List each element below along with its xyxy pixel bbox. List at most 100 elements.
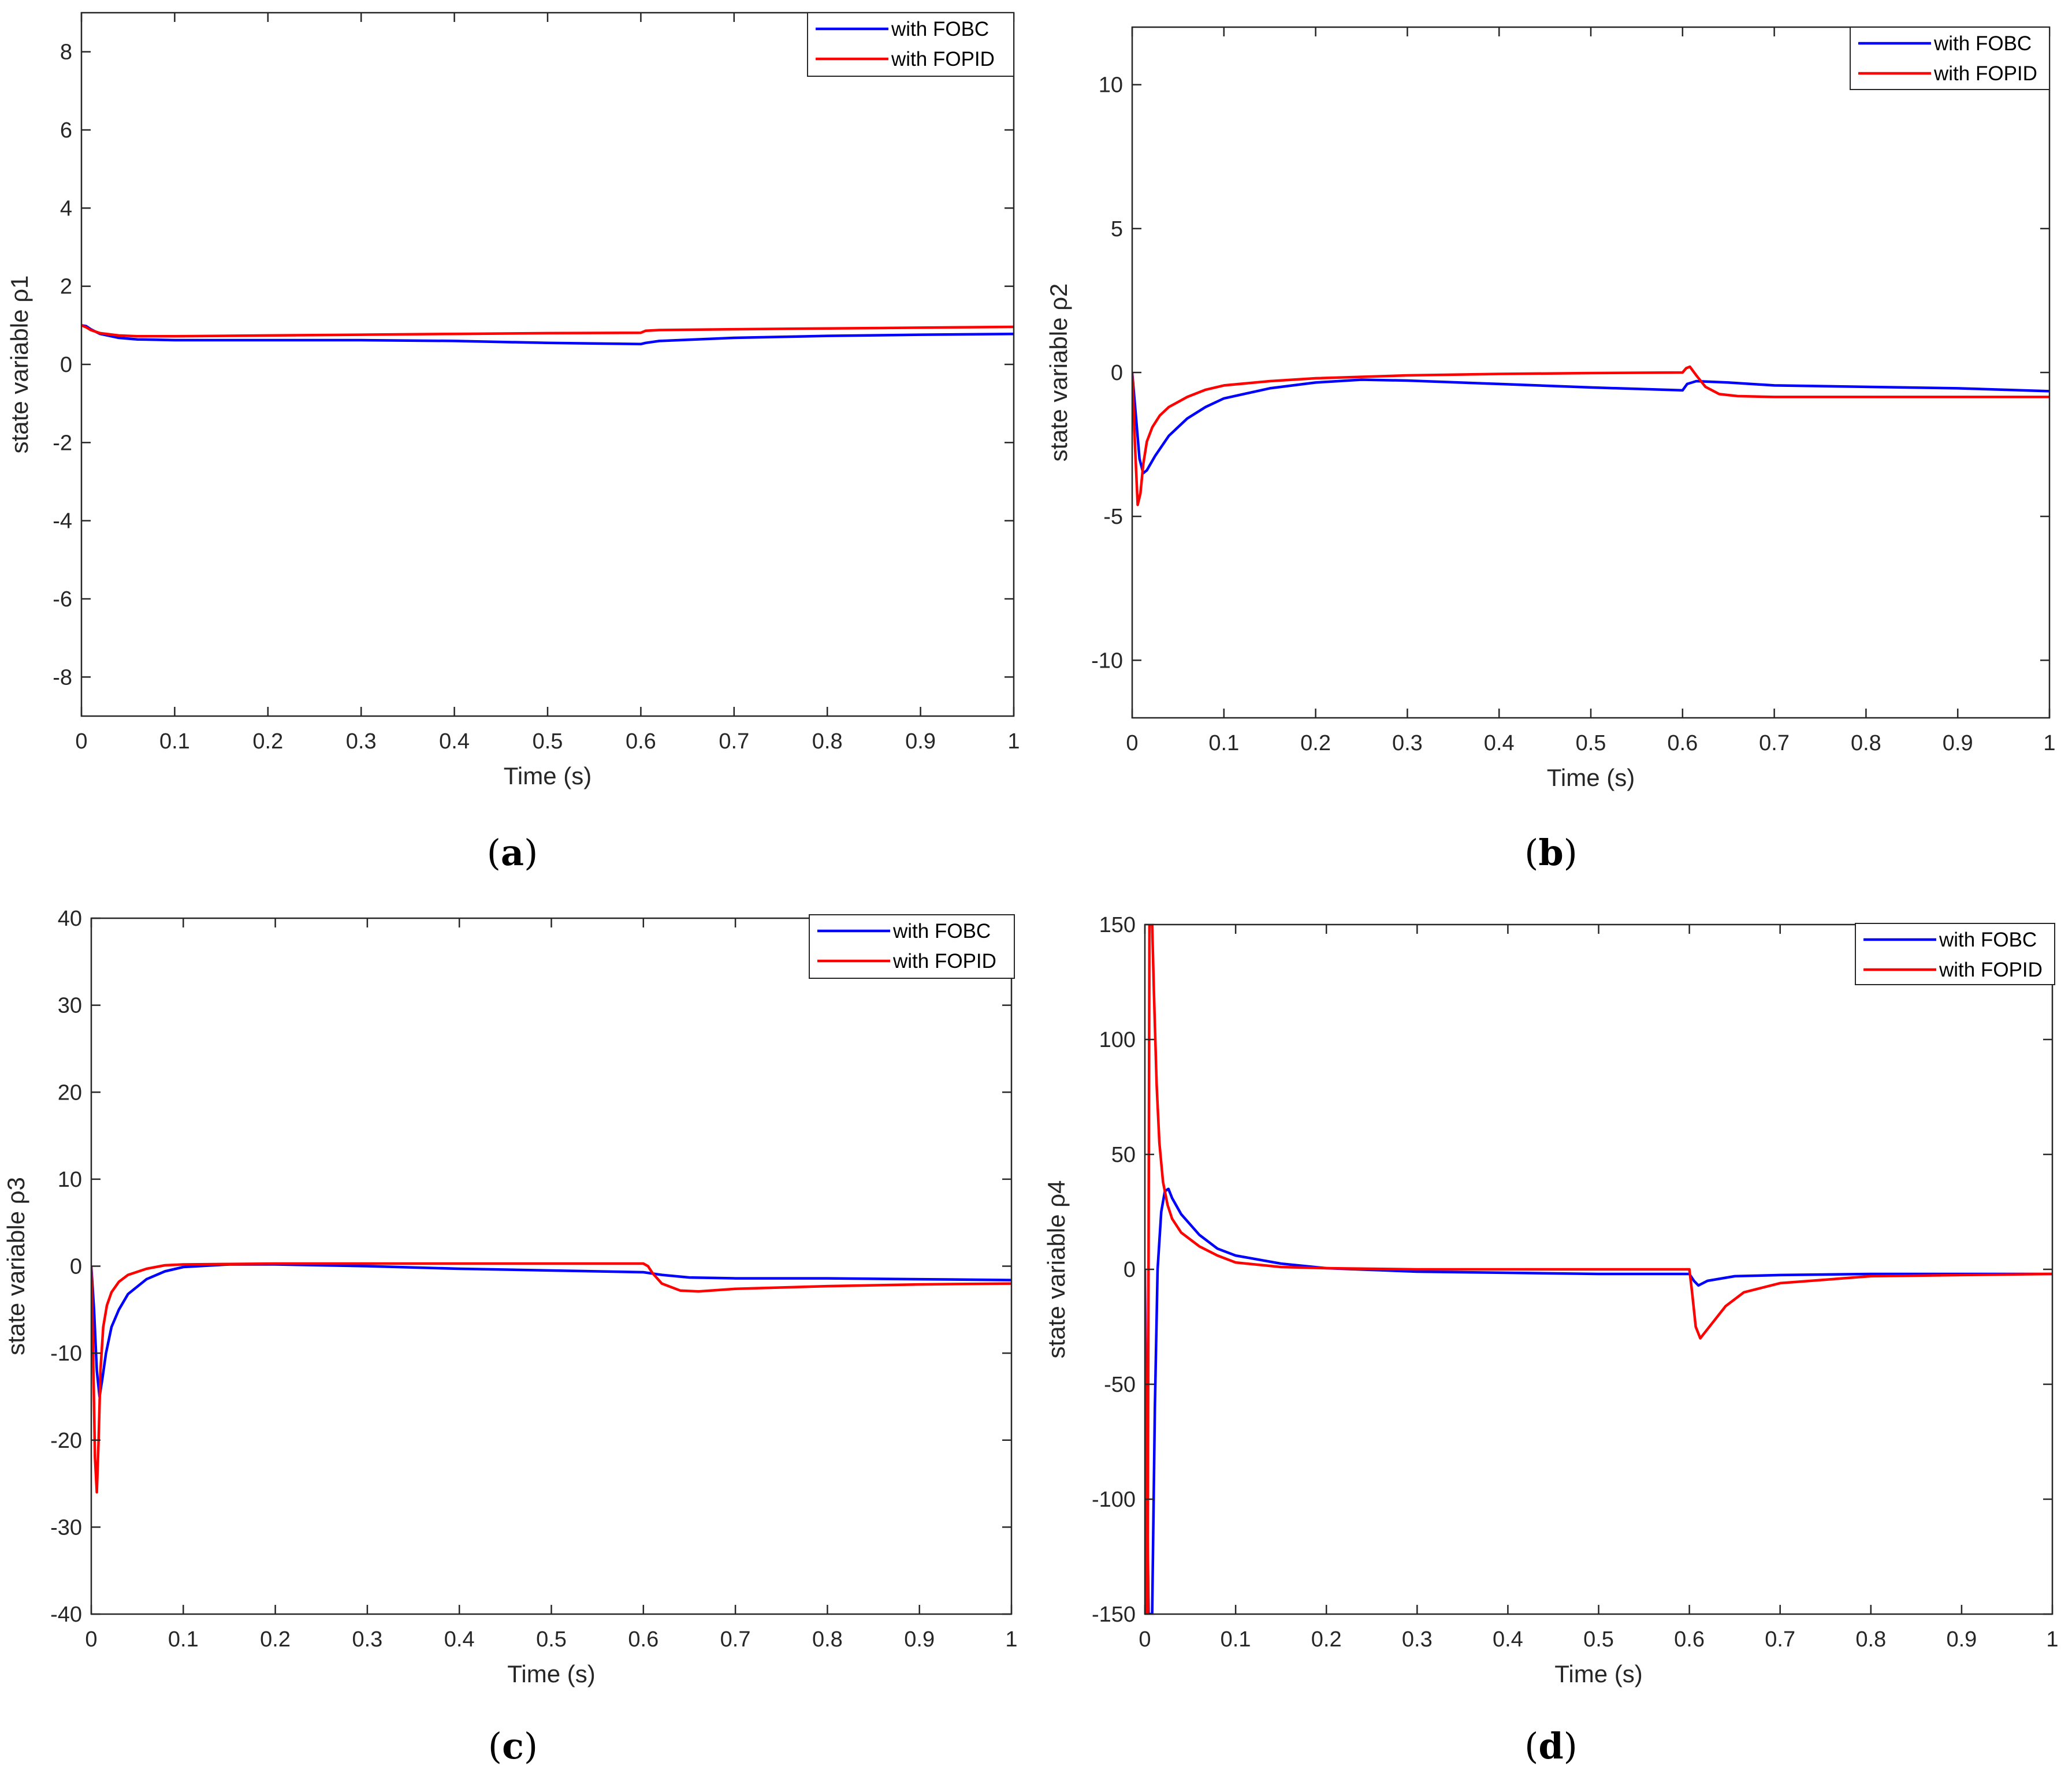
panel-caption: (a) xyxy=(487,832,538,874)
caption-letter: d xyxy=(1538,1725,1563,1767)
x-tick-label: 0 xyxy=(1139,1627,1151,1652)
y-tick-label: -40 xyxy=(50,1603,82,1627)
x-tick-label: 0.9 xyxy=(1943,731,1973,755)
legend-box xyxy=(1850,27,2050,90)
legend-label-fobc: with FOBC xyxy=(1939,929,2037,951)
x-tick-label: 0.3 xyxy=(346,729,377,754)
legend: with FOBC with FOPID xyxy=(809,914,1015,979)
panel-caption: (b) xyxy=(1524,832,1578,874)
y-tick-label: 2 xyxy=(60,275,72,299)
y-axis-title: state variable ρ1 xyxy=(6,275,33,454)
x-tick-label: 0.2 xyxy=(1300,731,1331,755)
x-tick-label: 0.5 xyxy=(533,729,563,754)
panel-caption: (d) xyxy=(1524,1725,1578,1767)
y-tick-label: 10 xyxy=(58,1168,82,1192)
legend-label-fobc: with FOBC xyxy=(891,18,989,40)
x-tick-label: 0.7 xyxy=(720,1627,751,1652)
y-axis-title: state variable ρ3 xyxy=(2,1177,29,1355)
x-tick-label: 1 xyxy=(2043,731,2055,755)
x-tick-label: 0.1 xyxy=(159,729,190,754)
x-tick-label: 0.9 xyxy=(904,1627,935,1652)
x-tick-label: 0.8 xyxy=(1855,1627,1886,1652)
caption-letter: a xyxy=(501,832,524,874)
y-tick-label: 30 xyxy=(58,994,82,1018)
x-tick-label: 0.4 xyxy=(1484,731,1515,755)
x-axis-title: Time (s) xyxy=(1554,1660,1642,1687)
plot-area xyxy=(81,13,1014,716)
x-tick-label: 1 xyxy=(1005,1627,1017,1652)
legend-label-fopid: with FOPID xyxy=(1939,959,2043,981)
y-tick-label: 50 xyxy=(1111,1143,1136,1167)
y-tick-label: -150 xyxy=(1092,1603,1136,1627)
y-tick-label: 100 xyxy=(1099,1028,1136,1052)
y-tick-label: 0 xyxy=(60,353,72,377)
x-tick-label: 0.4 xyxy=(439,729,470,754)
caption-letter: c xyxy=(502,1725,524,1767)
legend-label-fopid: with FOPID xyxy=(891,48,995,70)
panel-caption: (c) xyxy=(488,1725,538,1767)
x-tick-label: 0.3 xyxy=(1402,1627,1433,1652)
caption-close: ) xyxy=(524,1725,538,1767)
y-axis-title: state variable ρ2 xyxy=(1045,284,1072,462)
y-tick-label: 4 xyxy=(60,196,72,221)
y-tick-label: -2 xyxy=(53,431,72,455)
x-tick-label: 0.2 xyxy=(1311,1627,1342,1652)
y-tick-label: -8 xyxy=(53,665,72,690)
x-tick-label: 0 xyxy=(75,729,87,754)
series-line-fopid xyxy=(1132,365,2049,506)
chart-panel-c: 0 0.1 0.2 0.3 0.4 0.5 0.6 0.7 0.8 0.9 1 -40 -30 -20 -1… xyxy=(2,907,1018,1767)
x-tick-label: 0.1 xyxy=(1221,1627,1251,1652)
x-axis-title: Time (s) xyxy=(507,1660,595,1687)
series-line-fobc xyxy=(1132,372,2049,475)
legend-label-fobc: with FOBC xyxy=(892,920,991,942)
y-tick-label: -100 xyxy=(1092,1488,1136,1512)
legend-box xyxy=(1855,923,2055,985)
legend: with FOBC with FOPID xyxy=(1850,27,2050,90)
y-axis-title: state variable ρ4 xyxy=(1043,1180,1070,1359)
y-tick-label: -10 xyxy=(1091,649,1123,673)
x-tick-label: 0.4 xyxy=(444,1627,475,1652)
chart-panel-a: 0 0.1 0.2 0.3 0.4 0.5 0.6 0.7 0.8 0.9 1 -8 -6 -4 -2 0 2 4… xyxy=(6,12,1020,874)
x-tick-label: 0.5 xyxy=(1576,731,1606,755)
series-line-fobc xyxy=(91,1263,1011,1398)
y-tick-label: 8 xyxy=(60,40,72,65)
caption-open: ( xyxy=(1524,1725,1538,1767)
legend-box xyxy=(809,914,1015,979)
x-tick-label: 0.2 xyxy=(252,729,283,754)
x-tick-label: 1 xyxy=(2046,1627,2058,1652)
x-tick-label: 0.6 xyxy=(1674,1627,1705,1652)
series-line-fopid xyxy=(1145,925,2052,1614)
legend-label-fobc: with FOBC xyxy=(1933,32,2032,55)
x-tick-label: 0 xyxy=(85,1627,97,1652)
x-tick-label: 0.4 xyxy=(1493,1627,1523,1652)
caption-letter: b xyxy=(1538,832,1563,874)
y-tick-label: 5 xyxy=(1111,217,1123,241)
y-tick-label: -50 xyxy=(1104,1373,1136,1397)
y-tick-label: 0 xyxy=(1111,361,1123,385)
x-axis-title: Time (s) xyxy=(1547,764,1635,791)
caption-open: ( xyxy=(1524,832,1538,874)
legend: with FOBC with FOPID xyxy=(1855,923,2055,985)
x-tick-label: 0.7 xyxy=(719,729,749,754)
y-tick-label: -6 xyxy=(53,587,72,612)
x-tick-label: 0 xyxy=(1126,731,1138,755)
caption-close: ) xyxy=(1564,1725,1578,1767)
x-axis-title: Time (s) xyxy=(504,762,592,789)
y-tick-label: -10 xyxy=(50,1342,82,1366)
x-tick-label: 0.8 xyxy=(1851,731,1881,755)
x-tick-label: 0.8 xyxy=(812,1627,843,1652)
y-tick-label: 0 xyxy=(70,1255,82,1279)
y-tick-label: -5 xyxy=(1103,505,1123,529)
caption-open: ( xyxy=(488,1725,502,1767)
y-tick-label: -4 xyxy=(53,509,72,534)
chart-panel-b: 0 0.1 0.2 0.3 0.4 0.5 0.6 0.7 0.8 0.9 1 -10 -5 0 5 10 Ti… xyxy=(1045,26,2056,874)
caption-close: ) xyxy=(1564,832,1578,874)
legend-label-fopid: with FOPID xyxy=(892,950,996,973)
plot-area xyxy=(91,918,1011,1614)
y-tick-label: 10 xyxy=(1099,73,1123,98)
x-tick-label: 0.3 xyxy=(1392,731,1423,755)
legend-box xyxy=(807,12,1014,77)
y-tick-label: 6 xyxy=(60,118,72,143)
y-tick-label: 0 xyxy=(1124,1258,1136,1282)
